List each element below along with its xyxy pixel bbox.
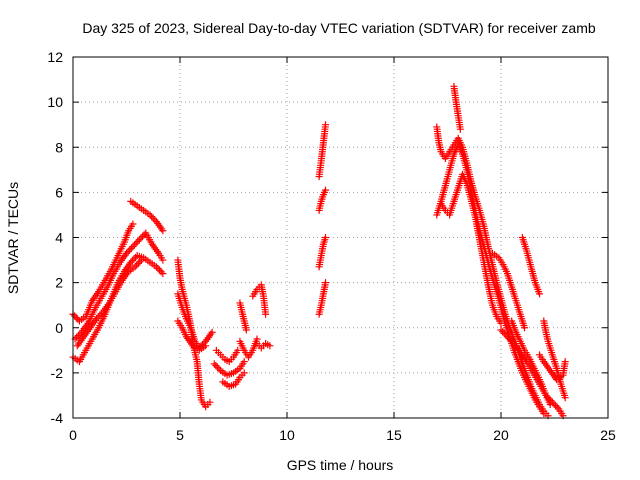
y-tick-label: 0	[55, 320, 63, 336]
data-point	[544, 393, 552, 401]
data-point	[215, 365, 223, 373]
data-point	[242, 326, 250, 334]
data-point	[262, 310, 270, 318]
data-point	[550, 400, 558, 408]
data-point	[129, 243, 137, 251]
data-point	[137, 256, 145, 264]
data-point	[130, 255, 138, 263]
data-point	[127, 244, 135, 252]
data-point	[234, 346, 242, 354]
data-point	[240, 369, 248, 377]
data-point	[139, 232, 147, 240]
data-point	[545, 395, 553, 403]
data-point	[536, 290, 544, 298]
data-point	[208, 328, 216, 336]
y-tick-label: -4	[51, 410, 64, 426]
data-point	[500, 329, 508, 337]
data-point	[94, 313, 102, 321]
data-point	[72, 314, 80, 322]
y-tick-label: 4	[55, 230, 63, 246]
x-tick-label: 25	[600, 427, 616, 443]
data-point	[561, 394, 569, 402]
data-point	[131, 241, 139, 249]
data-point	[548, 398, 556, 406]
data-point	[148, 213, 156, 221]
data-point	[561, 358, 569, 366]
data-point	[266, 342, 274, 350]
chart-title: Day 325 of 2023, Sidereal Day-to-day VTE…	[82, 20, 595, 36]
data-point	[154, 265, 162, 273]
x-tick-label: 15	[386, 427, 402, 443]
data-point	[322, 279, 330, 287]
data-point	[131, 263, 139, 271]
data-point	[502, 331, 510, 339]
data-point	[149, 214, 157, 222]
data-point	[132, 239, 140, 247]
data-point	[521, 324, 529, 332]
data-point	[96, 311, 104, 319]
data-point	[152, 263, 160, 271]
y-tick-label: 12	[47, 49, 63, 65]
data-point	[507, 336, 515, 344]
data-point	[212, 362, 220, 370]
data-point	[156, 266, 164, 274]
data-point	[146, 211, 154, 219]
y-tick-label: 2	[55, 275, 63, 291]
data-point	[159, 270, 167, 278]
data-point	[127, 258, 135, 266]
data-point	[547, 397, 555, 405]
data-point	[159, 256, 167, 264]
data-point	[206, 398, 214, 406]
x-axis-label: GPS time / hours	[287, 457, 394, 473]
data-point	[503, 333, 511, 341]
data-point	[322, 186, 330, 194]
x-tick-label: 20	[493, 427, 509, 443]
data-point	[159, 227, 167, 235]
data-point	[71, 312, 79, 320]
data-point	[134, 259, 142, 267]
data-point	[505, 334, 513, 342]
data-point	[123, 249, 130, 257]
x-tick-label: 0	[69, 427, 77, 443]
data-point	[497, 319, 505, 327]
data-point	[73, 333, 81, 341]
data-point	[124, 248, 132, 256]
data-point	[540, 409, 548, 417]
x-tick-label: 5	[176, 427, 184, 443]
data-point	[240, 358, 248, 366]
data-point	[213, 363, 221, 371]
data-point	[134, 237, 142, 245]
data-point	[202, 342, 210, 350]
data-point	[552, 402, 560, 410]
data-point	[93, 315, 101, 323]
data-point	[542, 391, 550, 399]
data-point	[497, 326, 505, 334]
y-tick-label: 10	[47, 94, 63, 110]
data-point	[132, 253, 140, 261]
y-tick-label: 6	[55, 184, 63, 200]
data-point	[157, 268, 165, 276]
axis-ticks: 0 5 10 15 20 25 -4 -2 0 2 4 6 8 10 12	[47, 49, 616, 443]
data-point	[137, 234, 145, 242]
grid	[73, 57, 608, 418]
data-point	[499, 328, 507, 336]
y-tick-label: 8	[55, 139, 63, 155]
data-point	[129, 220, 137, 228]
data-point	[456, 125, 464, 133]
data-point	[322, 234, 330, 241]
x-tick-label: 10	[279, 427, 295, 443]
data-point	[126, 246, 134, 254]
data-point	[133, 261, 141, 269]
data-point	[553, 403, 561, 411]
data-markers	[69, 82, 569, 420]
y-axis-label: SDTVAR / TECUs	[5, 182, 21, 294]
data-point	[322, 121, 330, 129]
data-point	[74, 332, 82, 340]
data-point	[128, 257, 136, 265]
y-tick-label: -2	[51, 365, 64, 381]
data-point	[210, 360, 218, 368]
data-point	[136, 258, 144, 266]
data-point	[135, 236, 143, 244]
